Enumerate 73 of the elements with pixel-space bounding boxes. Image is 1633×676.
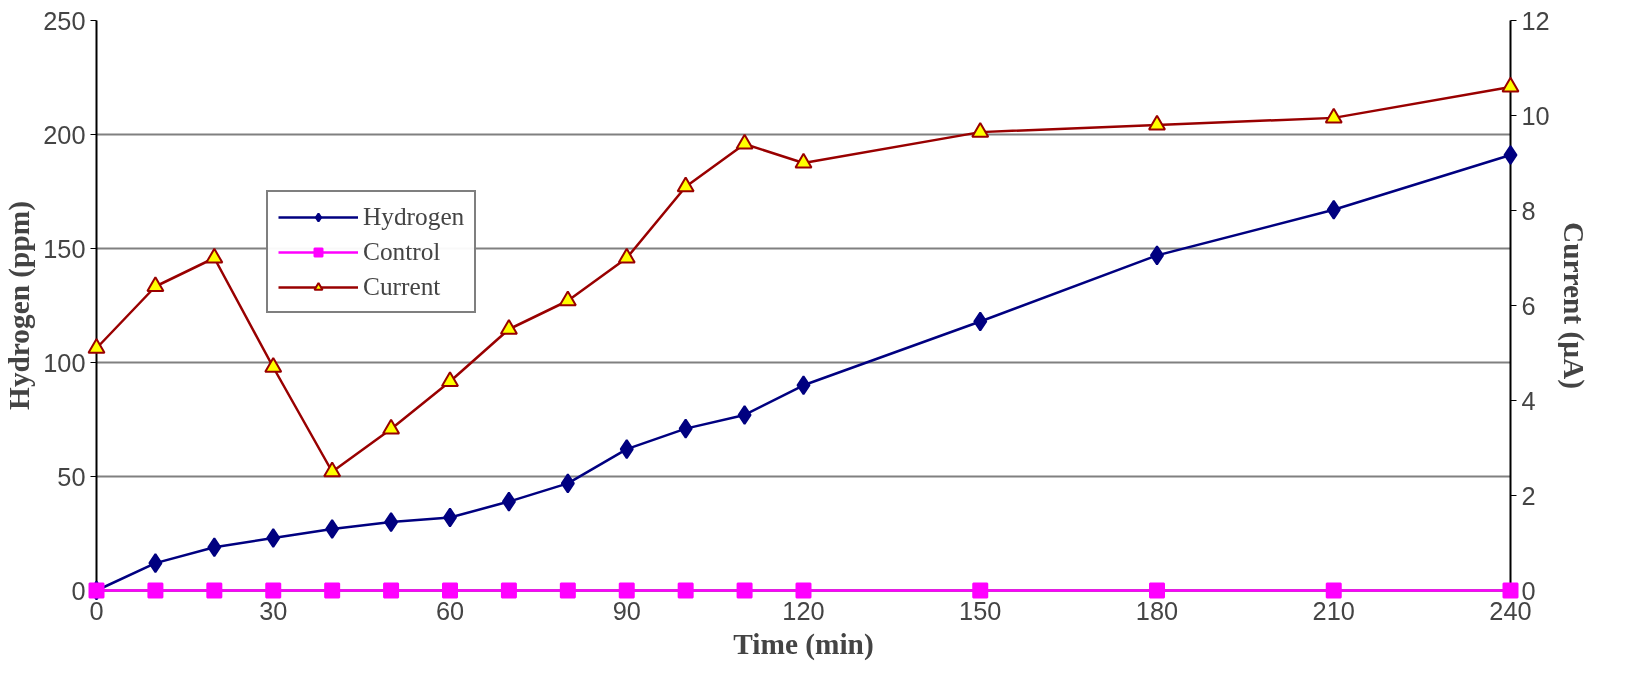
point	[1149, 582, 1165, 599]
point	[87, 338, 106, 354]
y-tick-label: 200	[43, 120, 86, 149]
point	[206, 582, 223, 599]
x-tick-label: 210	[1312, 596, 1355, 625]
point	[558, 290, 577, 307]
y2-tick-label: 12	[1521, 6, 1550, 35]
point	[737, 404, 752, 425]
point	[617, 247, 636, 264]
point	[560, 473, 575, 494]
x-tick-label: 60	[435, 596, 465, 625]
point	[795, 582, 812, 599]
point	[973, 311, 988, 332]
point	[207, 537, 222, 558]
y-tick-label: 0	[71, 576, 86, 605]
point	[735, 133, 754, 150]
x-axis-title: Time (min)	[733, 627, 874, 661]
legend-label: Hydrogen	[363, 202, 465, 231]
point	[442, 582, 458, 599]
y2-tick-label: 2	[1521, 481, 1536, 510]
point	[1503, 145, 1518, 166]
point	[619, 439, 634, 460]
legend-label: Control	[363, 237, 441, 266]
point	[499, 319, 518, 335]
point	[324, 582, 341, 599]
y-tick-label: 50	[57, 462, 86, 491]
y-tick-label: 100	[43, 348, 86, 377]
point	[205, 247, 224, 264]
x-tick-label: 180	[1135, 596, 1179, 625]
point	[384, 512, 399, 533]
y-tick-label: 250	[43, 6, 86, 35]
point	[794, 152, 813, 169]
point	[972, 582, 989, 599]
y-axis-title: Hydrogen (ppm)	[3, 201, 37, 410]
y2-tick-label: 6	[1521, 291, 1536, 320]
point	[382, 418, 401, 435]
point	[1502, 582, 1519, 599]
y2-tick-label: 4	[1521, 386, 1536, 415]
point	[1324, 107, 1343, 124]
y-tick-label: 150	[43, 234, 86, 263]
point	[147, 582, 164, 599]
point	[1148, 114, 1166, 131]
point	[325, 518, 340, 539]
point	[559, 582, 576, 599]
x-tick-label: 30	[259, 596, 288, 625]
y2-axis-title: Current (µA)	[1556, 221, 1590, 390]
point	[1326, 199, 1341, 220]
point	[618, 582, 635, 599]
point	[677, 582, 694, 599]
point	[676, 176, 695, 193]
point	[323, 461, 342, 478]
point	[1501, 76, 1520, 93]
point	[736, 582, 753, 599]
point	[1325, 582, 1342, 599]
y2-tick-label: 10	[1521, 101, 1550, 130]
x-tick-label: 90	[612, 596, 641, 625]
point	[148, 553, 163, 574]
y2-tick-label: 8	[1521, 196, 1536, 225]
point	[266, 528, 281, 549]
point	[500, 582, 517, 599]
point	[796, 375, 811, 396]
x-tick-label: 150	[959, 596, 1002, 625]
point	[383, 582, 400, 599]
point	[146, 276, 165, 293]
point	[265, 582, 282, 599]
point	[678, 418, 693, 439]
point	[264, 357, 283, 373]
point	[441, 371, 459, 388]
point	[971, 121, 990, 138]
x-tick-label: 120	[782, 596, 825, 625]
x-tick-label: 0	[89, 596, 104, 625]
legend-label: Current	[363, 272, 441, 301]
point	[501, 491, 516, 512]
